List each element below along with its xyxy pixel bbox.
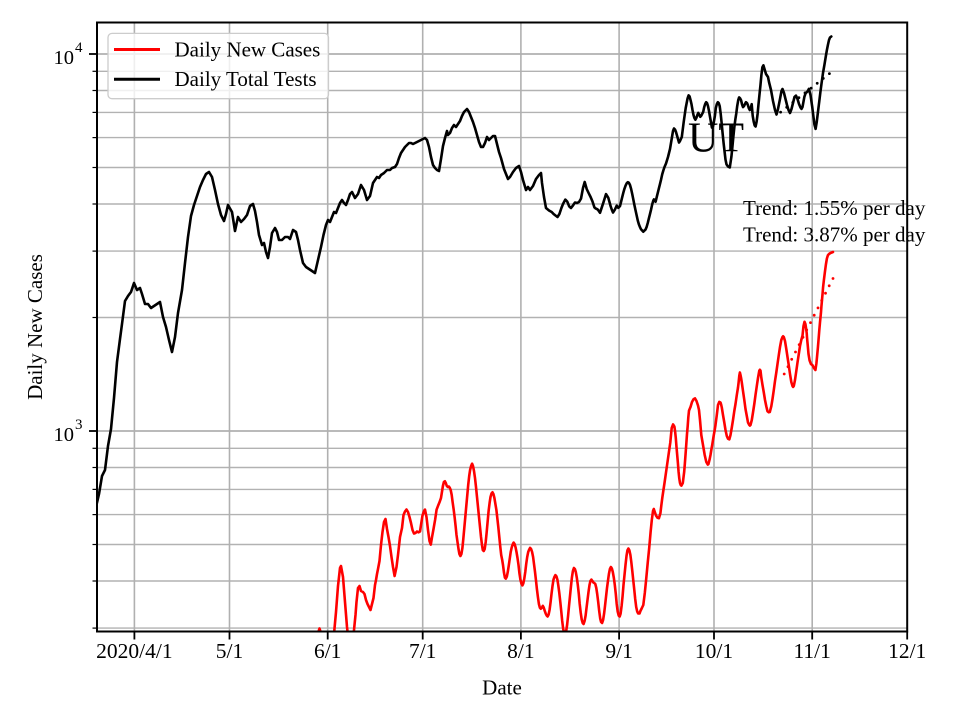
svg-text:6/1: 6/1 [314, 639, 341, 663]
svg-text:4: 4 [75, 40, 83, 56]
svg-text:Daily New Cases: Daily New Cases [23, 254, 47, 400]
svg-text:10: 10 [54, 47, 75, 69]
svg-text:7/1: 7/1 [409, 639, 436, 663]
svg-text:10: 10 [54, 424, 75, 446]
svg-text:Daily Total Tests: Daily Total Tests [175, 67, 317, 91]
svg-text:12/1: 12/1 [888, 639, 926, 663]
svg-text:8/1: 8/1 [507, 639, 534, 663]
svg-text:10/1: 10/1 [695, 639, 733, 663]
svg-text:9/1: 9/1 [605, 639, 632, 663]
svg-text:Date: Date [482, 676, 522, 700]
svg-text:Daily New Cases: Daily New Cases [175, 37, 321, 61]
svg-text:Trend: 3.87% per day: Trend: 3.87% per day [743, 223, 926, 247]
svg-text:Trend: 1.55% per day: Trend: 1.55% per day [743, 196, 926, 220]
svg-text:11/1: 11/1 [793, 639, 830, 663]
svg-text:UT: UT [688, 116, 744, 162]
svg-text:3: 3 [75, 417, 83, 433]
svg-text:2020/4/1: 2020/4/1 [96, 639, 172, 663]
svg-text:5/1: 5/1 [216, 639, 243, 663]
